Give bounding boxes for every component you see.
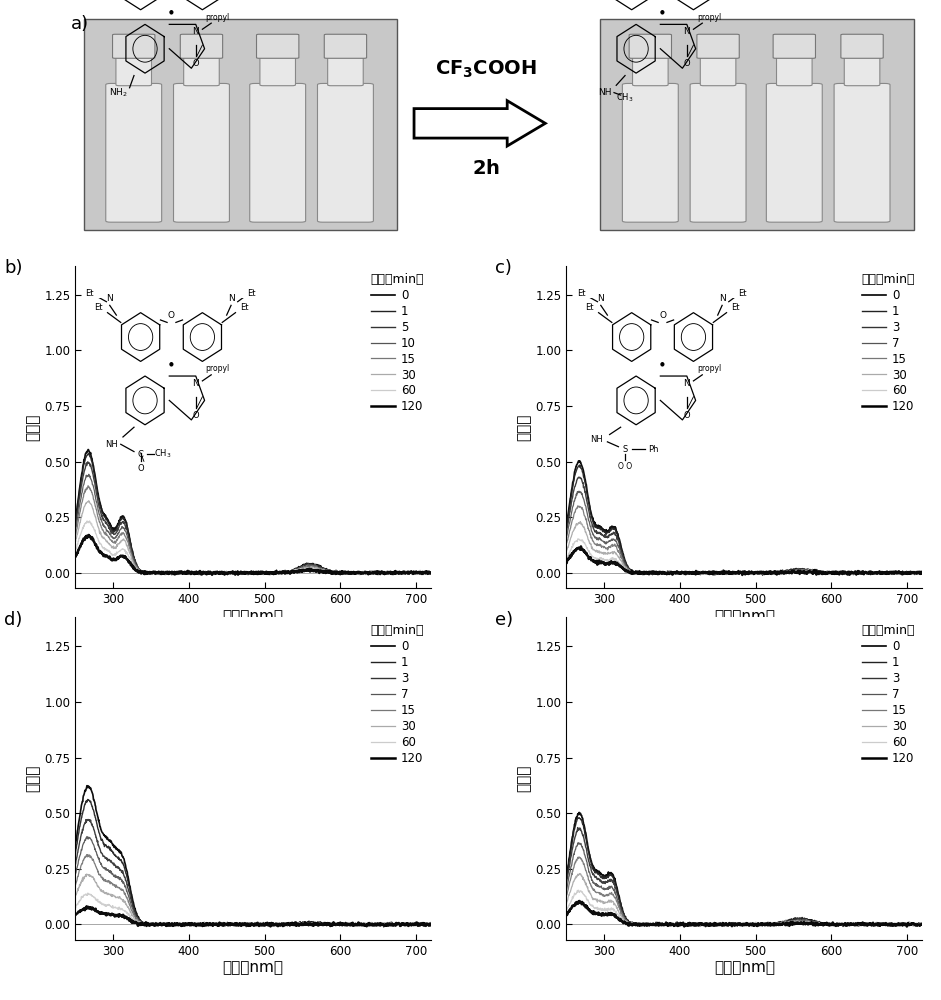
- Y-axis label: 吸光度: 吸光度: [517, 765, 531, 792]
- Legend: 0, 1, 3, 7, 15, 30, 60, 120: 0, 1, 3, 7, 15, 30, 60, 120: [370, 623, 425, 766]
- Text: propyl: propyl: [206, 13, 230, 22]
- FancyBboxPatch shape: [84, 19, 397, 230]
- FancyBboxPatch shape: [776, 52, 812, 86]
- Text: $\mathbf{2h}$: $\mathbf{2h}$: [472, 159, 500, 178]
- Text: Et: Et: [86, 289, 94, 298]
- FancyBboxPatch shape: [317, 83, 374, 222]
- Text: d): d): [4, 611, 23, 629]
- Text: Et: Et: [240, 303, 248, 312]
- FancyBboxPatch shape: [766, 83, 822, 222]
- FancyBboxPatch shape: [325, 34, 367, 58]
- Text: ●: ●: [169, 361, 174, 366]
- Text: N: N: [192, 379, 199, 388]
- FancyBboxPatch shape: [173, 83, 230, 222]
- Text: Ph: Ph: [648, 445, 659, 454]
- FancyBboxPatch shape: [632, 52, 668, 86]
- FancyBboxPatch shape: [105, 83, 162, 222]
- Text: O: O: [168, 311, 175, 320]
- Text: O: O: [683, 411, 690, 420]
- Text: b): b): [4, 259, 23, 277]
- Legend: 0, 1, 5, 10, 15, 30, 60, 120: 0, 1, 5, 10, 15, 30, 60, 120: [370, 272, 425, 415]
- FancyBboxPatch shape: [844, 52, 880, 86]
- FancyBboxPatch shape: [697, 34, 740, 58]
- FancyBboxPatch shape: [257, 34, 299, 58]
- Text: NH: NH: [590, 435, 603, 444]
- Y-axis label: 吸光度: 吸光度: [25, 765, 40, 792]
- FancyBboxPatch shape: [700, 52, 736, 86]
- FancyBboxPatch shape: [600, 19, 914, 230]
- Text: propyl: propyl: [206, 364, 230, 373]
- Text: N: N: [683, 379, 690, 388]
- Text: Et: Et: [94, 303, 103, 312]
- Text: Et: Et: [585, 303, 594, 312]
- Y-axis label: 吸光度: 吸光度: [25, 413, 40, 441]
- Text: N: N: [719, 294, 726, 303]
- Text: ●: ●: [661, 10, 665, 15]
- Text: S: S: [622, 445, 628, 454]
- Text: O: O: [137, 464, 144, 473]
- Text: NH: NH: [598, 88, 612, 97]
- Text: N: N: [228, 294, 234, 303]
- Text: $\mathbf{CF_3COOH}$: $\mathbf{CF_3COOH}$: [435, 58, 537, 80]
- Text: ●: ●: [661, 361, 665, 366]
- Text: Et: Et: [738, 289, 746, 298]
- FancyBboxPatch shape: [774, 34, 816, 58]
- Text: e): e): [495, 611, 513, 629]
- Text: c): c): [495, 259, 512, 277]
- FancyBboxPatch shape: [181, 34, 223, 58]
- FancyBboxPatch shape: [834, 83, 890, 222]
- Text: O O: O O: [618, 462, 632, 471]
- Text: CH$_3$: CH$_3$: [154, 448, 171, 460]
- Text: NH: NH: [105, 440, 119, 449]
- FancyBboxPatch shape: [841, 34, 884, 58]
- FancyBboxPatch shape: [113, 34, 155, 58]
- X-axis label: 波长（nm）: 波长（nm）: [223, 961, 283, 976]
- FancyBboxPatch shape: [260, 52, 295, 86]
- Legend: 0, 1, 3, 7, 15, 30, 60, 120: 0, 1, 3, 7, 15, 30, 60, 120: [860, 272, 917, 415]
- FancyArrow shape: [414, 101, 546, 146]
- Text: C: C: [137, 450, 144, 459]
- Text: ●: ●: [169, 10, 174, 15]
- Text: O: O: [659, 311, 666, 320]
- Text: Et: Et: [731, 303, 740, 312]
- Text: O: O: [193, 59, 199, 68]
- Text: O: O: [683, 59, 690, 68]
- FancyBboxPatch shape: [183, 52, 219, 86]
- Text: N: N: [683, 27, 690, 36]
- Text: a): a): [72, 15, 89, 33]
- FancyBboxPatch shape: [327, 52, 363, 86]
- Y-axis label: 吸光度: 吸光度: [517, 413, 531, 441]
- FancyBboxPatch shape: [690, 83, 746, 222]
- Text: N: N: [106, 294, 113, 303]
- FancyBboxPatch shape: [116, 52, 152, 86]
- FancyBboxPatch shape: [249, 83, 306, 222]
- Text: propyl: propyl: [696, 364, 721, 373]
- FancyBboxPatch shape: [630, 34, 672, 58]
- Text: CH$_3$: CH$_3$: [616, 91, 634, 104]
- Text: NH$_2$: NH$_2$: [109, 86, 128, 99]
- Text: Et: Et: [247, 289, 255, 298]
- X-axis label: 波长（nm）: 波长（nm）: [714, 961, 774, 976]
- FancyBboxPatch shape: [622, 83, 678, 222]
- X-axis label: 波长（nm）: 波长（nm）: [714, 609, 774, 624]
- Legend: 0, 1, 3, 7, 15, 30, 60, 120: 0, 1, 3, 7, 15, 30, 60, 120: [860, 623, 917, 766]
- Text: N: N: [598, 294, 604, 303]
- Text: N: N: [192, 27, 199, 36]
- Text: O: O: [193, 411, 199, 420]
- X-axis label: 波长（nm）: 波长（nm）: [223, 609, 283, 624]
- Text: Et: Et: [577, 289, 585, 298]
- Text: propyl: propyl: [696, 13, 721, 22]
